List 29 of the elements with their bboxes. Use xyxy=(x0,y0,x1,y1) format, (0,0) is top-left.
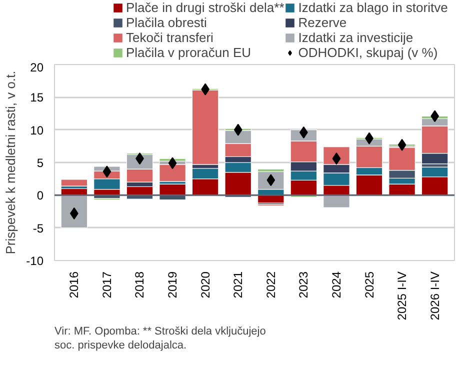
legend-label: Plače in drugi stroški dela** xyxy=(126,0,284,15)
x-tick-label: 2026 I-IV xyxy=(428,271,442,320)
legend-label: Rezerve xyxy=(298,15,347,30)
y-axis-title: Prispevek k medletni rasti, v o.t. xyxy=(3,70,18,254)
x-tick-label: 2021 xyxy=(231,271,246,298)
text: Vir: MF. Opomba: ** Stroški dela vključujejo soc. prispevke delodajalca. xyxy=(54,326,266,352)
x-tick-label: 2025 xyxy=(362,271,376,298)
y-tick-label: -5 xyxy=(32,221,44,236)
legend-label: Izdatki za investicije xyxy=(298,30,414,45)
legend-label: Tekoči transferi xyxy=(126,30,214,45)
x-tick-label: 2022 xyxy=(264,271,278,298)
y-tick-label: 0 xyxy=(36,188,44,203)
x-tick-label: 2023 xyxy=(296,271,311,298)
x-tick-label: 2018 xyxy=(132,271,147,298)
x-tick-label: 2017 xyxy=(100,271,114,298)
x-tick-label: 2019 xyxy=(166,271,180,298)
legend-label: ODHODKI, skupaj (v %) xyxy=(298,45,438,60)
y-tick-label: 20 xyxy=(30,60,44,74)
y-tick-label: 10 xyxy=(30,123,44,138)
legend-label: Plačila obresti xyxy=(126,15,207,30)
x-tick-label: 2025 I-IV xyxy=(395,271,410,320)
legend-label: Plačila v proračun EU xyxy=(126,45,251,60)
y-tick-label: 5 xyxy=(36,156,44,170)
y-tick-label: -10 xyxy=(26,254,44,268)
x-tick-label: 2024 xyxy=(329,271,344,298)
x-tick-label: 2016 xyxy=(67,271,82,298)
x-tick-label: 2020 xyxy=(198,271,212,298)
legend-label: Izdatki za blago in storitve xyxy=(298,0,448,15)
y-tick-label: 15 xyxy=(30,90,44,105)
